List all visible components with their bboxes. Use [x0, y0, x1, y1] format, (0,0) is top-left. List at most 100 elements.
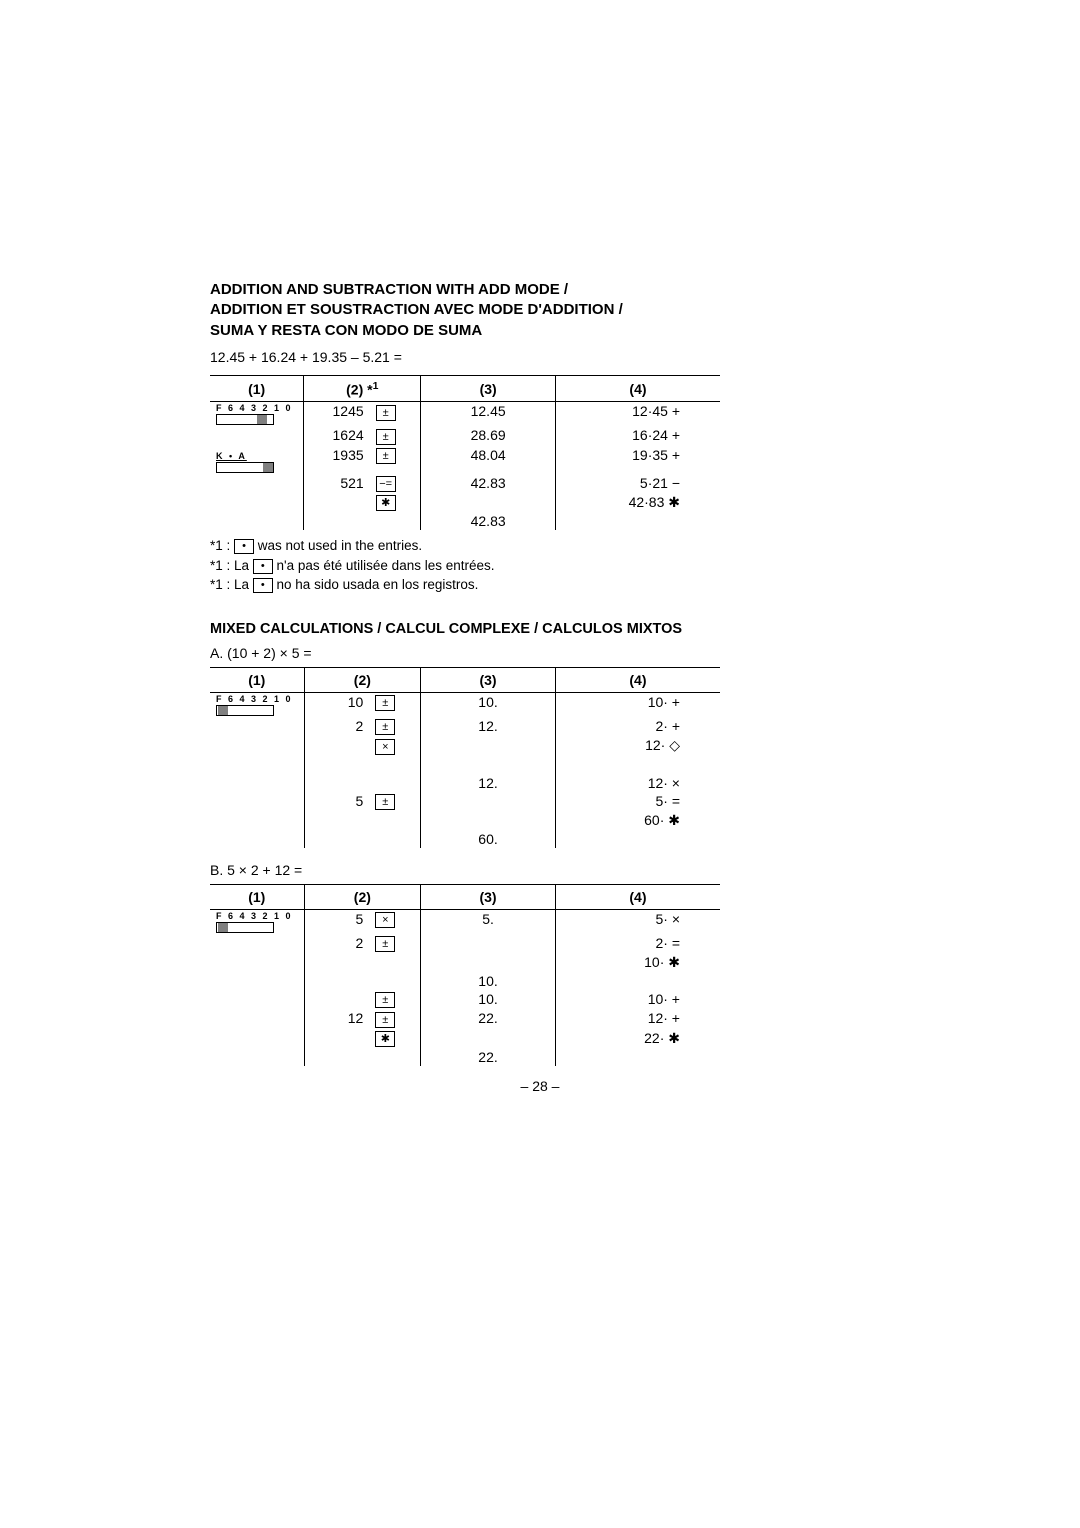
example-label: B. 5 × 2 + 12 = — [210, 862, 870, 878]
print-value: 10· + — [555, 990, 720, 1009]
col1-cell — [210, 830, 304, 848]
entry-key: ± — [369, 717, 420, 736]
switch-diagram: F 6 4 3 2 1 0 — [216, 694, 298, 704]
entry-key: × — [369, 909, 420, 934]
col1-cell: K • A — [210, 446, 304, 474]
col1-cell: F 6 4 3 2 1 0 — [210, 909, 304, 934]
col-header: (3) — [421, 375, 556, 402]
entry-number — [304, 1048, 369, 1066]
entry-key: ± — [369, 692, 420, 717]
print-value: 5· = — [555, 792, 720, 811]
manual-page: ADDITION AND SUBTRACTION WITH ADD MODE /… — [0, 0, 1080, 1528]
entry-key: ± — [370, 402, 421, 427]
entry-number: 2 — [304, 934, 369, 953]
entry-number: 1624 — [304, 426, 370, 445]
calc-table-1: (1) (2) *1 (3) (4) F 6 4 3 2 1 0 1245 ± … — [210, 375, 720, 531]
print-value: 60· ✱ — [555, 811, 720, 830]
switch-diagram: F 6 4 3 2 1 0 — [216, 403, 297, 413]
print-value: 12· ◇ — [555, 736, 720, 755]
entry-key: ± — [369, 792, 420, 811]
display-value: 28.69 — [421, 426, 556, 445]
switch-diagram: K • A — [216, 451, 297, 461]
col-header: (2) *1 — [304, 375, 421, 402]
footnotes: *1 : • was not used in the entries. *1 :… — [210, 536, 870, 595]
display-value: 60. — [421, 830, 556, 848]
col-header: (4) — [555, 375, 720, 402]
print-value — [555, 512, 720, 530]
entry-key: −= — [370, 474, 421, 493]
dot-key-icon: • — [234, 539, 254, 554]
calc-key-icon: ± — [376, 405, 396, 421]
entry-number — [304, 811, 369, 830]
display-value — [421, 736, 556, 755]
entry-key — [369, 953, 420, 972]
display-value: 10. — [421, 692, 556, 717]
entry-key: ± — [369, 1009, 420, 1028]
col-header: (1) — [210, 375, 304, 402]
calc-key-icon: ± — [375, 794, 395, 810]
switch-slider — [257, 415, 267, 424]
display-value: 48.04 — [421, 446, 556, 474]
col1-cell — [210, 736, 304, 755]
col1-cell — [210, 774, 304, 792]
col1-cell — [210, 493, 304, 512]
entry-number — [304, 774, 369, 792]
calc-table-a: (1) (2) (3) (4) F 6 4 3 2 1 0 10 ± 10. 1… — [210, 667, 720, 848]
col1-cell — [210, 972, 304, 990]
calc-key-icon: ± — [376, 429, 396, 445]
display-value: 10. — [421, 972, 556, 990]
col1-cell — [210, 512, 304, 530]
display-value — [421, 493, 556, 512]
switch-box — [216, 462, 274, 473]
print-value: 2· = — [555, 934, 720, 953]
col-header: (4) — [555, 667, 720, 692]
display-value: 12. — [421, 717, 556, 736]
footnote: *1 : La • n'a pas été utilisée dans les … — [210, 556, 870, 576]
calc-table-b: (1) (2) (3) (4) F 6 4 3 2 1 0 5 × 5. 5· … — [210, 884, 720, 1066]
switch-box — [216, 414, 274, 425]
print-value: 5· × — [555, 909, 720, 934]
col1-cell: F 6 4 3 2 1 0 — [210, 402, 304, 427]
col1-cell: F 6 4 3 2 1 0 — [210, 692, 304, 717]
col1-cell — [210, 1029, 304, 1048]
calc-key-icon: ± — [375, 1012, 395, 1028]
entry-number: 5 — [304, 909, 369, 934]
col-header: (3) — [421, 667, 556, 692]
display-value: 22. — [421, 1009, 556, 1028]
print-value — [555, 972, 720, 990]
footnote: *1 : • was not used in the entries. — [210, 536, 870, 556]
entry-key — [369, 972, 420, 990]
entry-key — [369, 774, 420, 792]
calc-key-icon: −= — [376, 476, 396, 492]
display-value: 5. — [421, 909, 556, 934]
switch-slider — [218, 923, 228, 932]
display-value: 12.45 — [421, 402, 556, 427]
entry-key: ± — [369, 990, 420, 1009]
entry-key — [369, 811, 420, 830]
col-header: (1) — [210, 667, 304, 692]
entry-number — [304, 830, 369, 848]
display-value — [421, 1029, 556, 1048]
col1-cell — [210, 990, 304, 1009]
dot-key-icon: • — [253, 559, 273, 574]
equation-text: 12.45 + 16.24 + 19.35 – 5.21 = — [210, 349, 870, 365]
switch-diagram: F 6 4 3 2 1 0 — [216, 911, 298, 921]
col1-cell — [210, 811, 304, 830]
heading-line: SUMA Y RESTA CON MODO DE SUMA — [210, 321, 870, 341]
entry-number: 1935 — [304, 446, 370, 474]
section-heading: MIXED CALCULATIONS / CALCUL COMPLEXE / C… — [210, 621, 870, 637]
print-value: 12·45 + — [555, 402, 720, 427]
col-header: (4) — [555, 884, 720, 909]
entry-number — [304, 953, 369, 972]
print-value — [555, 1048, 720, 1066]
entry-key: ✱ — [369, 1029, 420, 1048]
calc-key-icon: ✱ — [375, 1031, 395, 1047]
col1-cell — [210, 934, 304, 953]
entry-key: ± — [369, 934, 420, 953]
example-label: A. (10 + 2) × 5 = — [210, 645, 870, 661]
entry-number — [304, 1029, 369, 1048]
print-value: 5·21 − — [555, 474, 720, 493]
entry-number — [304, 990, 369, 1009]
calc-key-icon: ± — [375, 936, 395, 952]
calc-key-icon: ± — [376, 448, 396, 464]
